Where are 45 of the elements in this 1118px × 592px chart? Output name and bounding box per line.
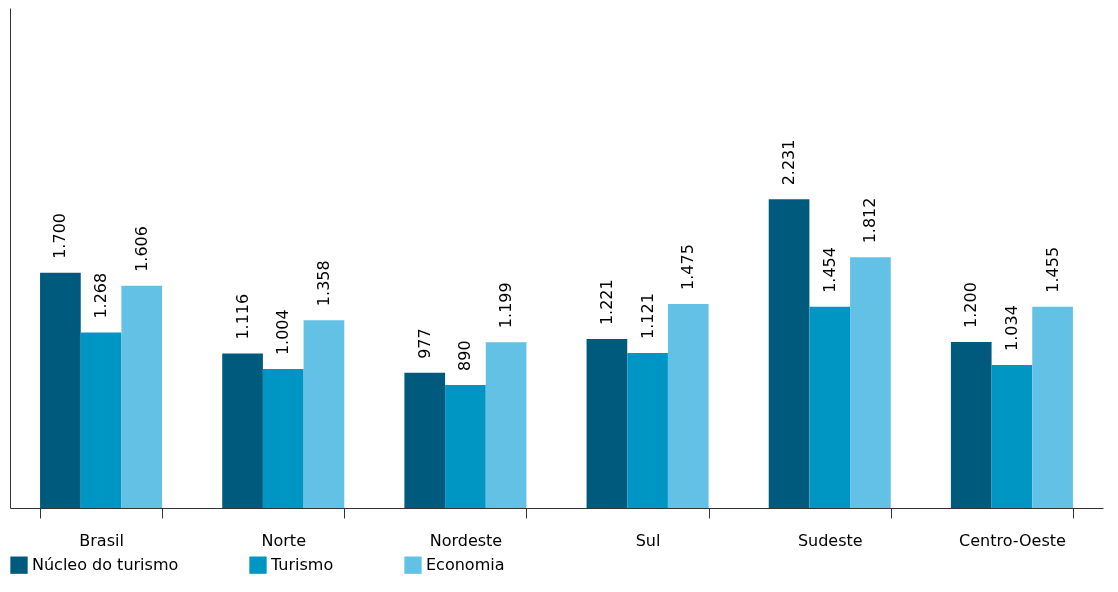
data-label: 1.475: [678, 244, 698, 290]
legend-label: Turismo: [270, 555, 334, 575]
bar: [586, 339, 628, 508]
data-label: 1.812: [860, 197, 880, 244]
legend-label: Economia: [426, 555, 505, 575]
bar: [950, 341, 992, 508]
x-tick-label: Centro-Oeste: [958, 530, 1066, 550]
data-label: 977: [414, 328, 434, 359]
data-label: 1.199: [496, 282, 516, 329]
bar: [667, 303, 709, 508]
bar: [303, 320, 345, 508]
data-label: 1.221: [596, 279, 616, 326]
bar: [445, 384, 486, 508]
bar: [627, 352, 668, 508]
x-tick-label: Norte: [261, 530, 306, 550]
bar: [80, 332, 122, 508]
bar: [768, 199, 810, 508]
bar: [485, 342, 527, 508]
bar: [850, 257, 891, 508]
data-label: 1.268: [91, 272, 111, 319]
data-label: 1.455: [1042, 246, 1062, 293]
data-label: 1.034: [1001, 305, 1021, 351]
bar: [1032, 306, 1073, 508]
bar: [40, 272, 81, 508]
data-label: 1.358: [313, 260, 333, 307]
data-label: 1.121: [637, 293, 657, 339]
data-label: 1.700: [50, 213, 70, 259]
data-label: 890: [455, 340, 475, 371]
bar: [121, 285, 163, 508]
data-label: 1.004: [273, 309, 293, 356]
legend-label: Núcleo do turismo: [32, 555, 179, 575]
bar: [222, 353, 263, 508]
x-tick-label: Sudeste: [797, 530, 863, 550]
x-tick-label: Nordeste: [429, 530, 503, 550]
data-label: 1.454: [819, 247, 839, 293]
bar: [262, 369, 304, 508]
data-label: 1.116: [232, 293, 252, 340]
bar: [809, 306, 851, 508]
x-tick-label: Brasil: [79, 530, 124, 550]
data-label: 1.606: [131, 226, 151, 272]
data-label: 2.231: [779, 139, 799, 186]
bar: [404, 372, 446, 508]
data-label: 1.200: [961, 282, 981, 328]
x-tick-label: Sul: [635, 530, 661, 550]
bar: [991, 364, 1033, 508]
